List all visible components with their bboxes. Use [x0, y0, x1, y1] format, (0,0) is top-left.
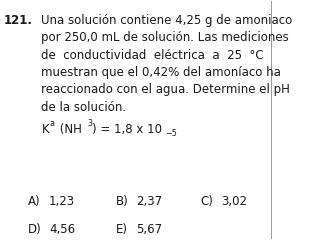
Text: reaccionado con el agua. Determine el pH: reaccionado con el agua. Determine el pH — [42, 84, 290, 96]
Text: a: a — [50, 120, 55, 128]
Text: de la solución.: de la solución. — [42, 101, 126, 114]
Text: A): A) — [28, 195, 41, 208]
Text: muestran que el 0,42% del amoníaco ha: muestran que el 0,42% del amoníaco ha — [42, 66, 281, 79]
Text: −5: −5 — [165, 129, 177, 138]
Text: 1,23: 1,23 — [49, 195, 75, 208]
Text: K: K — [42, 123, 49, 136]
Text: por 250,0 mL de solución. Las mediciones: por 250,0 mL de solución. Las mediciones — [42, 31, 289, 44]
Text: 121.: 121. — [4, 14, 33, 27]
Text: 2,37: 2,37 — [136, 195, 163, 208]
Text: C): C) — [200, 195, 213, 208]
Text: E): E) — [116, 222, 127, 235]
Text: (NH: (NH — [56, 123, 82, 136]
Text: Una solución contiene 4,25 g de amoniaco: Una solución contiene 4,25 g de amoniaco — [42, 14, 293, 27]
Text: 4,56: 4,56 — [49, 222, 75, 235]
Text: 3,02: 3,02 — [221, 195, 247, 208]
Text: de  conductividad  eléctrica  a  25  °C: de conductividad eléctrica a 25 °C — [42, 49, 264, 62]
Text: 3: 3 — [87, 120, 92, 128]
Text: 5,67: 5,67 — [136, 222, 163, 235]
Text: B): B) — [116, 195, 128, 208]
Text: D): D) — [28, 222, 42, 235]
Text: ) = 1,8 x 10: ) = 1,8 x 10 — [92, 123, 162, 136]
